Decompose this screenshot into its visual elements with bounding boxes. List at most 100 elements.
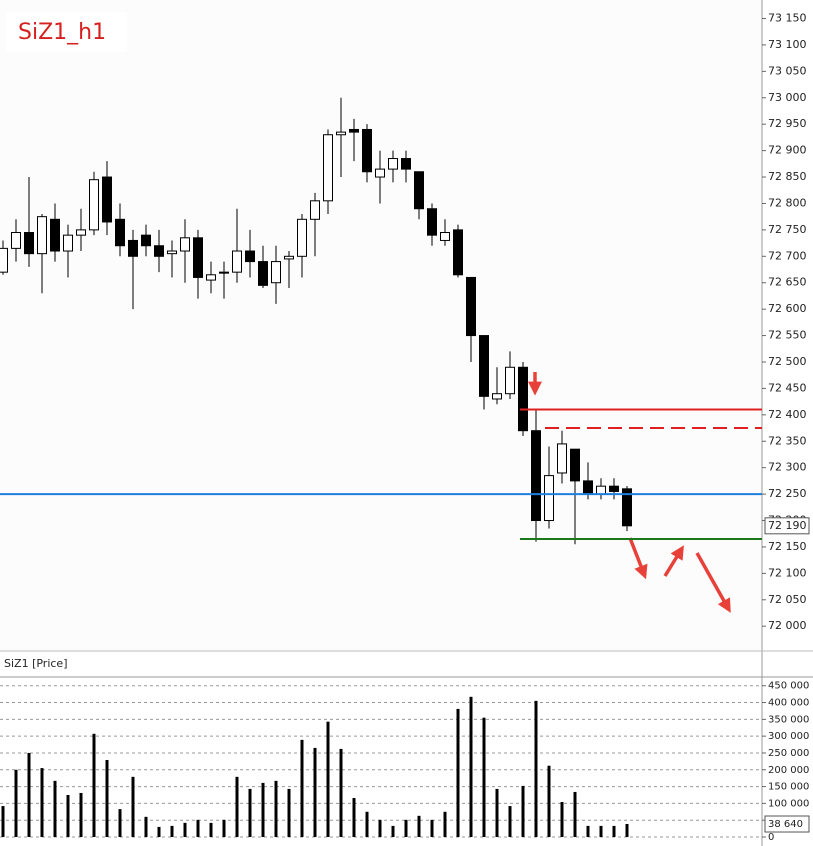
volume-bar: [430, 819, 434, 837]
volume-bar: [79, 792, 83, 837]
volume-bar: [209, 822, 213, 837]
candle-body: [622, 488, 632, 527]
candle-body: [115, 218, 125, 247]
volume-bar: [53, 780, 57, 837]
volume-bar: [248, 788, 252, 837]
y-tick-label: 72 850: [768, 170, 807, 183]
volume-bar: [508, 806, 512, 837]
candle-body: [37, 216, 47, 255]
volume-bar: [391, 825, 395, 837]
last-value-box: [764, 517, 810, 535]
candle-body: [24, 232, 34, 255]
candle-body: [518, 366, 528, 432]
y-tick-label: 72 000: [768, 619, 807, 632]
candle-body: [271, 261, 281, 284]
y-tick-label: 72 750: [768, 223, 807, 236]
candle-body: [50, 218, 60, 252]
candle-body: [401, 158, 411, 170]
volume-bar: [1, 806, 5, 837]
chart-title: SiZ1_h1: [18, 20, 106, 45]
volume-bar: [27, 752, 31, 837]
candle-body: [466, 276, 476, 337]
volume-bar: [157, 826, 161, 837]
annotation-arrows: [528, 372, 731, 613]
y-tick-label: 350 000: [768, 714, 809, 725]
candle-body: [492, 393, 502, 400]
candle-body: [427, 208, 437, 236]
last-value-label: 38 640: [768, 819, 803, 830]
volume-bar: [495, 788, 499, 837]
candle-body: [206, 274, 216, 281]
y-tick-label: 73 000: [768, 91, 807, 104]
candle-body: [414, 171, 424, 210]
y-tick-label: 450 000: [768, 681, 809, 692]
candle-body: [76, 229, 86, 236]
volume-bar: [352, 798, 356, 837]
last-value-box: [764, 815, 810, 833]
volume-bar: [105, 760, 109, 837]
volume-bar: [612, 825, 616, 837]
volume-bar: [417, 815, 421, 837]
candle-body: [167, 250, 177, 255]
candle-body: [570, 448, 580, 482]
volume-bar: [274, 780, 278, 837]
volume-bar: [378, 819, 382, 837]
volume-bar: [92, 733, 96, 837]
volume-bar: [313, 747, 317, 837]
volume-bar: [625, 824, 629, 837]
candle-body: [362, 128, 372, 173]
candle-body: [336, 131, 346, 136]
volume-bar: [183, 822, 187, 837]
last-value-label: 72 190: [768, 519, 807, 532]
candle-body: [154, 245, 164, 257]
y-tick-label: 200 000: [768, 765, 809, 776]
candle-body: [479, 335, 489, 397]
volume-bar: [222, 819, 226, 837]
y-tick-label: 150 000: [768, 782, 809, 793]
volume-bar: [456, 708, 460, 837]
candle-body: [596, 485, 606, 495]
y-tick-label: 72 300: [768, 461, 807, 474]
y-tick-label: 72 800: [768, 196, 807, 209]
volume-bar: [196, 819, 200, 837]
candle-body: [609, 485, 619, 492]
y-tick-label: 72 500: [768, 355, 807, 368]
y-tick-label: 72 250: [768, 487, 807, 500]
candle-body: [388, 158, 398, 170]
volume-bar: [521, 785, 525, 837]
candle-body: [128, 239, 138, 257]
candle-body: [219, 271, 229, 274]
volume-bar: [404, 819, 408, 837]
candle-body: [232, 250, 242, 273]
volume-bar: [339, 748, 343, 837]
volume-bar: [326, 721, 330, 837]
candle-body: [245, 250, 255, 263]
candle-body: [505, 366, 515, 395]
volume-bar: [261, 782, 265, 837]
volume-bar: [131, 776, 135, 837]
candle-body: [440, 232, 450, 241]
candle-body: [310, 200, 320, 220]
volume-bar: [235, 776, 239, 837]
y-tick-label: 72 150: [768, 540, 807, 553]
candle-body: [583, 480, 593, 495]
y-tick-label: 0: [768, 832, 774, 843]
y-tick-label: 400 000: [768, 698, 809, 709]
candle-body: [89, 179, 99, 231]
volume-bar: [547, 765, 551, 837]
candle-body: [11, 232, 21, 249]
y-tick-label: 72 950: [768, 117, 807, 130]
volume-bar: [482, 717, 486, 837]
y-tick-label: 73 050: [768, 64, 807, 77]
volume-bar: [118, 809, 122, 837]
volume-bar: [144, 816, 148, 837]
candle-body: [193, 237, 203, 278]
candle-body: [557, 443, 567, 474]
y-tick-label: 72 100: [768, 566, 807, 579]
volume-bar: [599, 825, 603, 837]
pane-label: SiZ1 [Price]: [4, 657, 68, 670]
y-tick-label: 100 000: [768, 798, 809, 809]
volume-bar: [170, 825, 174, 837]
y-tick-label: 72 050: [768, 593, 807, 606]
